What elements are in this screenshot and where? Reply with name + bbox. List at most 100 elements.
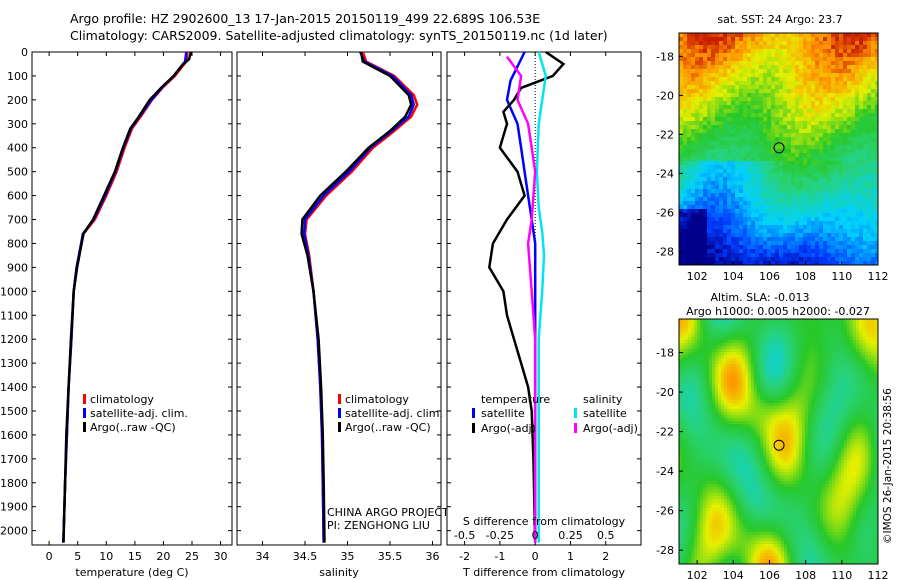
- sla-map-cell: [769, 388, 773, 392]
- sst-map-cell: [711, 33, 716, 38]
- sst-map-cell: [759, 93, 764, 98]
- sst-map-cell: [847, 193, 852, 198]
- sst-map-cell: [775, 61, 780, 66]
- sst-map-cell: [807, 209, 812, 214]
- sst-map-cell: [831, 137, 836, 142]
- sla-map-cell: [772, 376, 776, 380]
- sla-map-cell: [847, 346, 851, 350]
- sla-map-cell: [802, 388, 806, 392]
- sst-map-cell: [871, 237, 876, 242]
- sst-map-cell: [831, 225, 836, 230]
- sst-map-cell: [819, 113, 824, 118]
- sst-map-cell: [811, 245, 816, 250]
- sst-map-cell: [795, 121, 800, 126]
- sla-map-cell: [745, 364, 749, 368]
- sst-map-cell: [787, 105, 792, 110]
- sst-map-cell: [819, 173, 824, 178]
- sst-map-cell: [807, 237, 812, 242]
- sst-map-cell: [811, 101, 816, 106]
- sla-map-cell: [859, 358, 863, 362]
- sst-map-cell: [855, 233, 860, 238]
- sla-map-cell: [853, 376, 857, 380]
- sst-map-cell: [831, 217, 836, 222]
- sla-map-cell: [811, 385, 815, 389]
- sst-map-cell: [691, 113, 696, 118]
- sst-map-cell: [763, 101, 768, 106]
- sla-map-cell: [817, 391, 821, 395]
- sst-map-cell: [827, 37, 832, 42]
- sst-map-cell: [751, 33, 756, 38]
- sst-map-cell: [795, 253, 800, 258]
- sst-map-cell: [807, 245, 812, 250]
- sst-map-cell: [759, 41, 764, 46]
- sst-map-cell: [683, 253, 688, 258]
- sst-map-cell: [847, 137, 852, 142]
- sla-map-cell: [820, 373, 824, 377]
- sla-map-cell: [781, 385, 785, 389]
- sla-map-cell: [754, 379, 758, 383]
- sla-map-cell: [730, 364, 734, 368]
- sla-map-cell: [808, 328, 812, 332]
- sla-map-cell: [859, 337, 863, 341]
- sla-map-cell: [679, 322, 683, 326]
- sst-map-cell: [811, 145, 816, 150]
- sla-map-cell: [847, 382, 851, 386]
- sst-map-cell: [807, 125, 812, 130]
- sst-map-cell: [819, 37, 824, 42]
- sst-map-cell: [863, 93, 868, 98]
- sst-map-cell: [703, 205, 708, 210]
- sst-map-cell: [835, 241, 840, 246]
- sst-map-cell: [683, 173, 688, 178]
- sla-map-cell: [850, 376, 854, 380]
- sst-map-cell: [719, 109, 724, 114]
- sst-map-cell: [775, 137, 780, 142]
- sst-map-cell: [835, 73, 840, 78]
- sla-map-cell: [700, 352, 704, 356]
- sla-map-cell: [838, 388, 842, 392]
- sst-map-cell: [711, 201, 716, 206]
- sst-map-cell: [735, 185, 740, 190]
- sla-map-cell: [871, 376, 875, 380]
- sla-map-cell: [757, 376, 761, 380]
- sst-map-cell: [863, 61, 868, 66]
- sst-map-cell: [711, 213, 716, 218]
- difference-panel-series-line: [505, 56, 537, 543]
- sla-map-cell: [838, 340, 842, 344]
- sst-map-cell: [735, 217, 740, 222]
- sla-map-cell: [835, 364, 839, 368]
- sst-map-cell: [683, 73, 688, 78]
- sla-map-cell: [814, 364, 818, 368]
- sla-map-cell: [835, 349, 839, 353]
- s-diff-label: S difference from climatology: [463, 515, 626, 528]
- sla-map-cell: [688, 391, 692, 395]
- sla-map-cell: [760, 358, 764, 362]
- sla-map-cell: [826, 343, 830, 347]
- sst-map-cell: [707, 185, 712, 190]
- sst-map-cell: [763, 73, 768, 78]
- sst-map-cell: [679, 257, 684, 262]
- sla-map-cell: [727, 367, 731, 371]
- sst-map-cell: [747, 45, 752, 50]
- sst-map-cell: [763, 253, 768, 258]
- sst-map-cell: [707, 177, 712, 182]
- sst-map-cell: [771, 33, 776, 38]
- sst-map-cell: [819, 257, 824, 262]
- sst-map-cell: [711, 45, 716, 50]
- sst-map-cell: [839, 77, 844, 82]
- sla-map-cell: [727, 349, 731, 353]
- sst-map-cell: [691, 141, 696, 146]
- sla-map-cell: [790, 349, 794, 353]
- sst-map-cell: [831, 153, 836, 158]
- difference-panel-xtick-label: 1: [567, 550, 574, 563]
- sla-map-cell: [715, 370, 719, 374]
- sst-map-cell: [767, 177, 772, 182]
- sst-map-cell: [743, 177, 748, 182]
- sla-map-cell: [817, 331, 821, 335]
- sst-map-cell: [695, 177, 700, 182]
- sst-map-cell: [827, 225, 832, 230]
- sst-map-cell: [679, 205, 684, 210]
- sla-map-cell: [757, 361, 761, 365]
- sst-map-cell: [807, 257, 812, 262]
- sst-map-cell: [795, 169, 800, 174]
- sst-map-cell: [727, 245, 732, 250]
